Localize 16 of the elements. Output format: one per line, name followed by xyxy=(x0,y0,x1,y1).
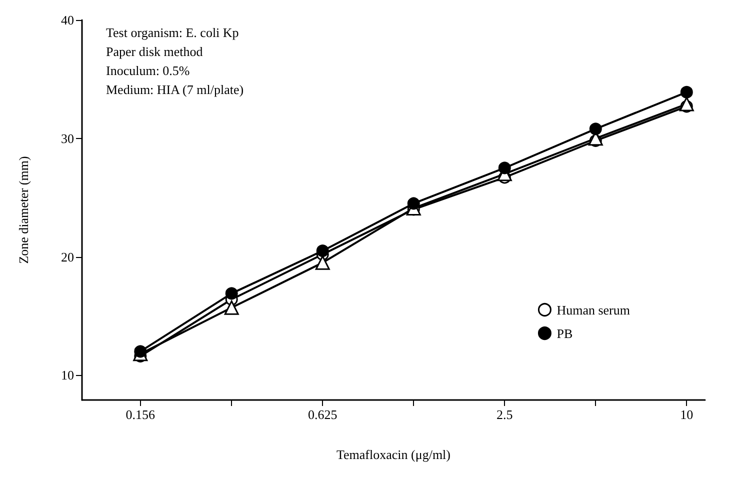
legend-label: Human serum xyxy=(556,302,630,318)
annotation: Test organism: E. coli Kp xyxy=(106,25,239,40)
y-axis-title: Zone diameter (mm) xyxy=(16,156,31,264)
y-tick-label: 10 xyxy=(61,368,74,383)
y-tick-label: 20 xyxy=(61,249,74,264)
x-tick-label: 0.156 xyxy=(126,407,156,422)
annotation: Medium: HIA (7 ml/plate) xyxy=(106,82,244,97)
annotation: Inoculum: 0.5% xyxy=(106,63,190,78)
annotation: Paper disk method xyxy=(106,44,204,59)
x-tick-label: 10 xyxy=(680,407,694,422)
x-tick-label: 2.5 xyxy=(496,407,513,422)
y-tick-label: 40 xyxy=(61,12,74,28)
x-tick-label: 0.625 xyxy=(308,407,338,422)
x-axis-title: Temafloxacin (μg/ml) xyxy=(336,447,450,462)
y-tick-label: 30 xyxy=(61,130,74,146)
legend-label: PB xyxy=(556,326,573,341)
